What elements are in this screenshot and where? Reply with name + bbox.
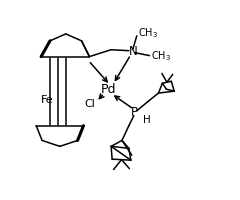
Text: P: P xyxy=(131,106,138,119)
Text: N: N xyxy=(128,45,137,58)
Text: Pd: Pd xyxy=(100,83,116,96)
Text: Cl: Cl xyxy=(84,99,95,109)
Text: CH$_3$: CH$_3$ xyxy=(138,26,158,40)
Text: Fe: Fe xyxy=(41,95,53,105)
Text: H: H xyxy=(143,115,150,125)
Text: CH$_3$: CH$_3$ xyxy=(150,49,171,63)
